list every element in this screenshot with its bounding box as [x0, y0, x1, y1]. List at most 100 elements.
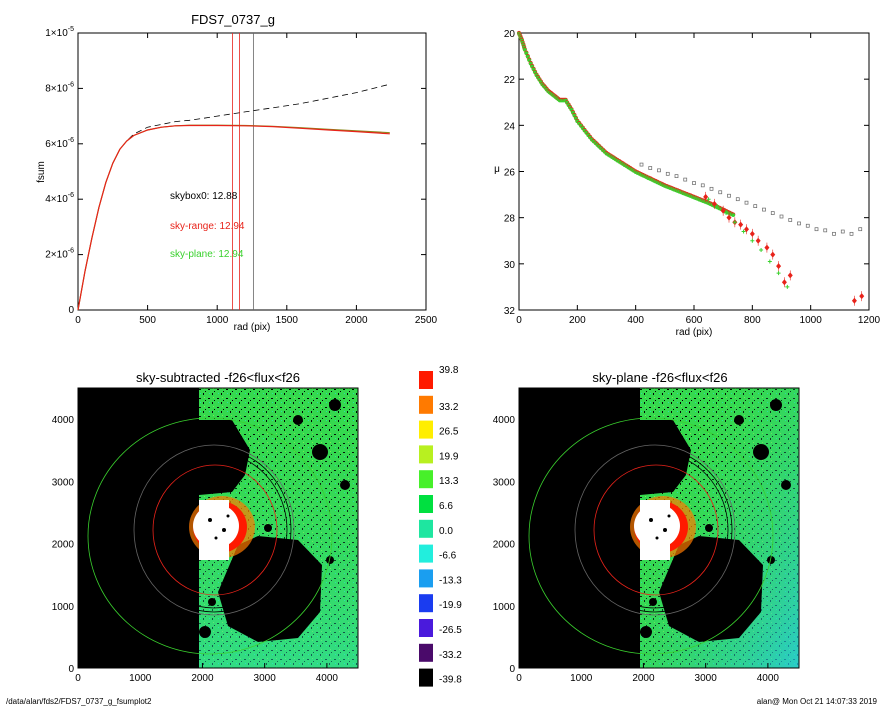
fsum-ytick-label: 0: [68, 305, 74, 316]
sky-subtracted-panel: sky-subtracted -f26<flux<f26: [52, 370, 359, 684]
colorbar-label: -26.5: [439, 625, 462, 636]
mu-point-sky-plane: [776, 271, 781, 276]
sky-subtracted-title: sky-subtracted -f26<flux<f26: [136, 370, 300, 385]
mu-point-skybox0: [762, 207, 766, 212]
colorbar-label: 0.0: [439, 526, 453, 537]
colorbar-label: 6.6: [439, 501, 453, 512]
fsum-series: [77, 83, 390, 311]
colorbar-swatch: [419, 594, 433, 613]
mu-point-skybox0: [709, 186, 714, 191]
sky-subtracted-xtick-label: 0: [75, 673, 81, 684]
mu-xtick-label: 600: [686, 315, 703, 326]
mu-ylabel: μ: [494, 164, 500, 175]
sky-plane-frame: [518, 387, 800, 669]
mu-point-skybox0: [639, 162, 644, 167]
mu-xtick-label: 1200: [858, 315, 881, 326]
sky-plane-xtick-label: 3000: [695, 673, 718, 684]
sky-plane-xtick-label: 0: [516, 673, 522, 684]
fsum-xlabel: rad (pix): [234, 322, 271, 333]
colorbar-swatch: [419, 619, 433, 637]
colorbar-label: 13.3: [439, 476, 459, 487]
mu-point-sky-plane: [750, 238, 755, 243]
colorbar-label: -19.9: [439, 600, 462, 611]
mu-ticks: 0 200 400 600 800 1000 1200 20 22 24 26 28 30 32: [504, 29, 881, 326]
mu-point-skybox0: [718, 190, 723, 195]
mu-series: [516, 30, 865, 306]
mu-point-sky-plane: [724, 211, 729, 216]
fsum-range-lines: [232, 33, 254, 310]
fsum-series-line: [77, 124, 390, 311]
colorbar-label: -39.8: [439, 675, 462, 686]
sky-subtracted-ytick-label: 2000: [52, 540, 75, 551]
fsum-ytick-label: 8×10-6: [45, 81, 74, 94]
fsum-ylabel: fsum: [36, 161, 47, 183]
colorbar-swatch: [419, 569, 433, 588]
colorbar-swatch: [419, 643, 433, 662]
mu-point-skybox0: [788, 218, 793, 222]
mu-xtick-label: 800: [744, 315, 761, 326]
mu-ytick-label: 26: [504, 168, 516, 179]
mu-point-skybox0: [744, 200, 749, 205]
mu-ytick-label: 30: [504, 260, 516, 271]
mu-ytick-label: 28: [504, 214, 516, 225]
sky-plane-image: [519, 388, 799, 668]
colorbar-label: -6.6: [439, 551, 457, 562]
colorbar-swatch: [419, 371, 433, 389]
mu-point-sky-plane: [759, 247, 764, 252]
mu-ytick-label: 20: [504, 29, 516, 40]
colorbar-label: 26.5: [439, 427, 459, 438]
colorbar-swatch: [419, 445, 433, 464]
sky-plane-xtick-label: 4000: [757, 673, 780, 684]
colorbar-label: -13.3: [439, 575, 462, 586]
mu-point-skybox0: [840, 229, 845, 234]
mu-ytick-label: 22: [504, 75, 516, 86]
colorbar-swatch: [419, 395, 433, 414]
sky-subtracted-ytick-label: 3000: [52, 477, 75, 488]
sky-plane-ytick-label: 3000: [493, 477, 516, 488]
annotation-sky-plane: sky-plane: 12.94: [170, 249, 244, 260]
colorbar-swatch: [419, 544, 433, 563]
sky-subtracted-frame: [77, 387, 359, 669]
colorbar-swatch: [419, 495, 433, 513]
sky-subtracted-ytick-label: 1000: [52, 602, 75, 613]
mu-point-skybox0: [849, 231, 854, 236]
sky-subtracted-ytick-label: 0: [68, 664, 74, 675]
mu-point-skybox0: [779, 214, 784, 219]
colorbar-swatch: [419, 420, 433, 439]
sky-plane-ytick-label: 2000: [493, 540, 516, 551]
colorbar-swatch: [419, 519, 433, 538]
mu-point-sky-plane: [706, 197, 711, 202]
fsum-xtick-label: 0: [75, 315, 81, 326]
fsum-ytick-label: 2×10-6: [45, 248, 74, 261]
sky-plane-xtick-label: 1000: [570, 673, 593, 684]
mu-profile-point-green: [731, 213, 736, 218]
mu-point-skybox0: [665, 171, 670, 176]
fsum-xtick-label: 1000: [206, 315, 229, 326]
annotation-skybox0: skybox0: 12.88: [170, 191, 238, 202]
colorbar-label: 19.9: [439, 451, 459, 462]
colorbar: 39.8 33.2 26.5 19.9 13.3 6.6 0.0 -6.6 -13.3 -19.9…: [419, 365, 462, 687]
mu-ytick-label: 32: [504, 306, 516, 317]
sky-subtracted-xtick-label: 3000: [254, 673, 277, 684]
sky-subtracted-image: [78, 388, 358, 668]
sky-subtracted-xtick-label: 2000: [191, 673, 214, 684]
fsum-ytick-label: 6×10-6: [45, 137, 74, 150]
mu-point-skybox0: [753, 204, 758, 208]
sky-plane-panel: sky-plane -f26<flux<f26 0 1000 2000 3000 400…: [493, 370, 800, 684]
fsum-xtick-label: 500: [139, 315, 156, 326]
mu-point-sky-plane: [767, 259, 772, 264]
fsum-ytick-label: 4×10-6: [45, 192, 74, 205]
sky-plane-title: sky-plane -f26<flux<f26: [592, 370, 727, 385]
mu-point-skybox0: [832, 231, 836, 236]
mu-point-skybox0: [692, 181, 696, 185]
mu-xtick-label: 200: [569, 315, 586, 326]
fsum-panel: FDS7_0737_g 0 500 1000 1500 2000 2500 0 2×10-6 4…: [36, 12, 438, 333]
mu-xtick-label: 1000: [800, 315, 823, 326]
mu-point-sky-plane: [785, 284, 790, 289]
sky-subtracted-ticks: 0 1000 2000 3000 4000 0 1000 2000 3000 4000: [52, 415, 339, 684]
mu-xlabel: rad (pix): [676, 327, 713, 338]
sky-plane-ytick-label: 1000: [493, 602, 516, 613]
mu-point-skybox0: [735, 197, 740, 202]
footer-filepath: /data/alan/fds2/FDS7_0737_g_fsumplot2: [6, 697, 152, 706]
fsum-xtick-label: 2000: [345, 315, 368, 326]
